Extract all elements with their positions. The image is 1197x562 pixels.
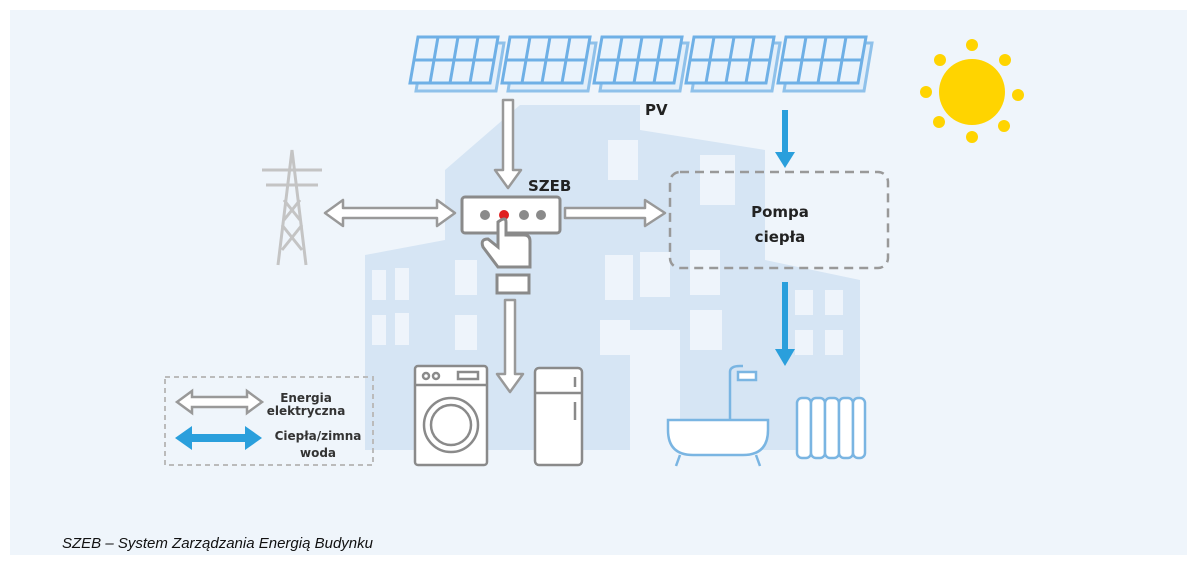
solar-panel: [686, 37, 780, 91]
caption: SZEB – System Zarządzania Energią Budynk…: [62, 535, 374, 552]
washing-machine: [415, 366, 487, 465]
solar-panel: [778, 37, 872, 91]
legend-label: woda: [300, 446, 336, 460]
legend-label: Ciepła/zimna: [275, 429, 362, 443]
diagram: PV SZEB Pompa ciepła: [0, 0, 1197, 562]
legend-label: Energia: [280, 391, 332, 405]
pump-label: Pompa: [751, 203, 809, 221]
solar-panel: [502, 37, 596, 91]
page: {"labels": {"pv": "PV", "szeb": "SZEB", …: [0, 0, 1197, 562]
fridge: [535, 368, 582, 465]
pump-label: ciepła: [755, 228, 806, 246]
radiator: [797, 398, 865, 458]
pv-label: PV: [645, 101, 668, 119]
solar-panel: [410, 37, 504, 91]
szeb-label: SZEB: [528, 177, 571, 195]
legend-label: elektryczna: [267, 404, 346, 418]
solar-panel: [594, 37, 688, 91]
